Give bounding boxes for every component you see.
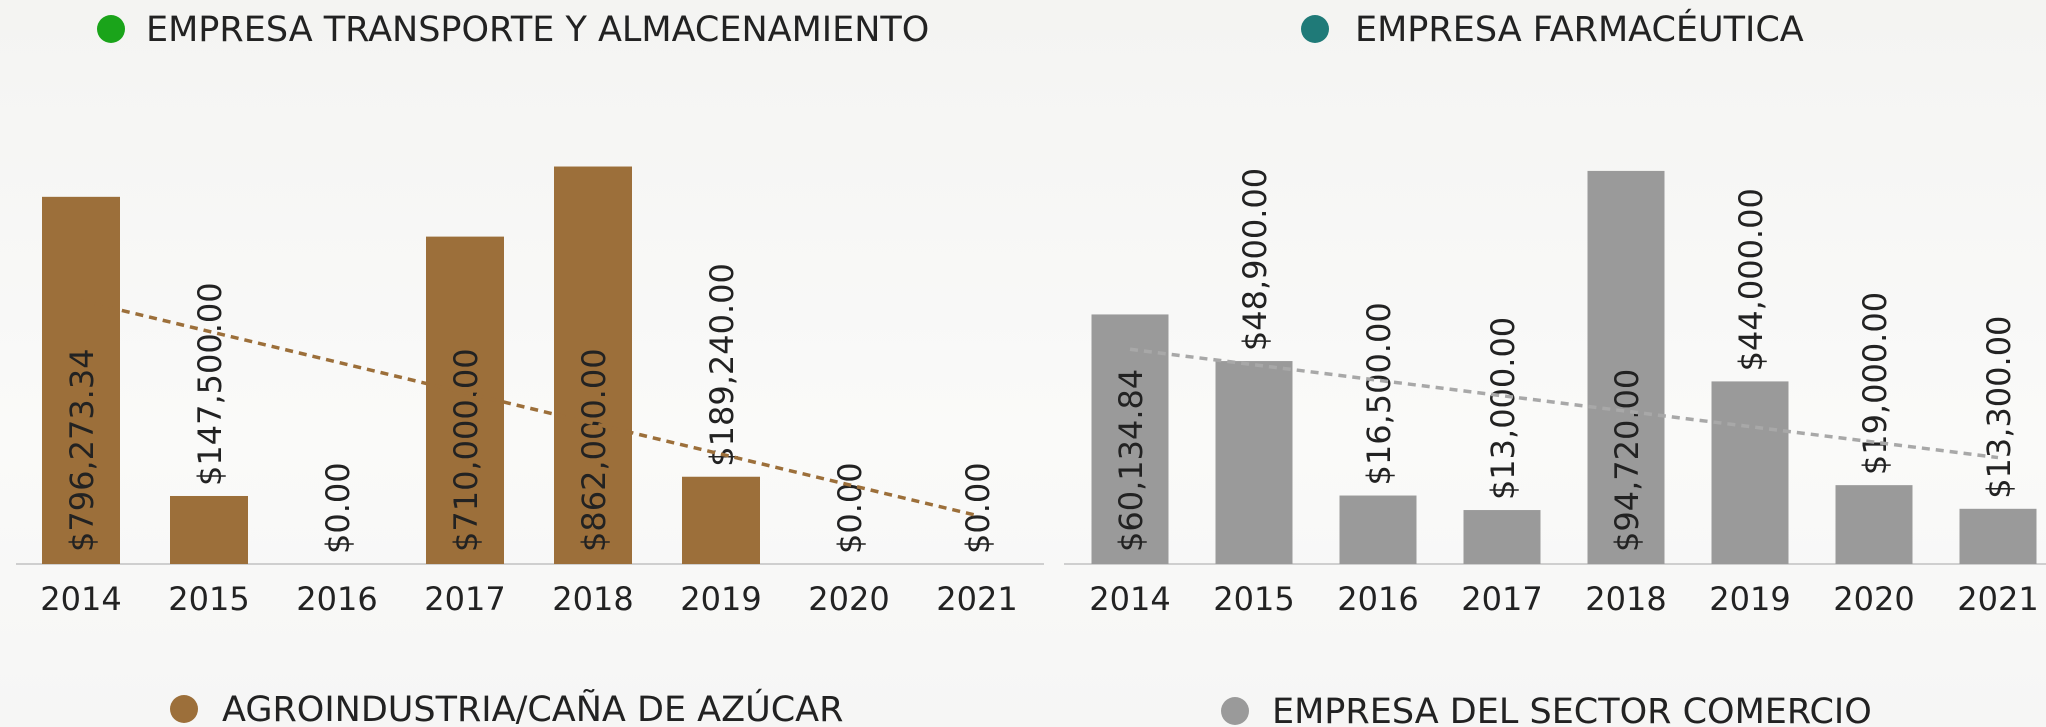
- x-tick-label: 2016: [296, 580, 377, 618]
- data-label: $44,000.00: [1732, 188, 1770, 371]
- data-label: $0.00: [831, 462, 869, 554]
- x-tick-label: 2017: [424, 580, 505, 618]
- bar: [682, 476, 760, 564]
- data-label: $13,000.00: [1484, 317, 1522, 500]
- x-tick-label: 2014: [40, 580, 121, 618]
- data-label: $19,000.00: [1856, 292, 1894, 475]
- legend-marker: [1221, 697, 1249, 725]
- data-label: $710,000.00: [447, 348, 485, 552]
- title-marker: [1301, 15, 1329, 43]
- x-tick-label: 2019: [1709, 580, 1790, 618]
- bar: [1215, 361, 1293, 564]
- x-tick-label: 2020: [808, 580, 889, 618]
- x-tick-label: 2015: [168, 580, 249, 618]
- data-label: $16,500.00: [1360, 302, 1398, 485]
- data-label: $796,273.34: [63, 348, 101, 552]
- x-tick-label: 2016: [1337, 580, 1418, 618]
- data-label: $94,720.00: [1608, 369, 1646, 552]
- data-label: $48,900.00: [1236, 168, 1274, 351]
- legend-label: AGROINDUSTRIA/CAÑA DE AZÚCAR: [222, 688, 843, 727]
- data-label: $147,500.00: [191, 282, 229, 486]
- data-label: $189,240.00: [703, 263, 741, 467]
- chart-title: EMPRESA TRANSPORTE Y ALMACENAMIENTO: [146, 10, 929, 50]
- bar: [170, 495, 248, 564]
- bar: [1339, 495, 1417, 564]
- x-tick-label: 2014: [1089, 580, 1170, 618]
- bar: [42, 196, 120, 564]
- x-tick-label: 2018: [1585, 580, 1666, 618]
- title-marker: [97, 15, 125, 43]
- bar: [1091, 314, 1169, 564]
- legend-marker: [170, 695, 198, 723]
- chart-title: EMPRESA FARMACÉUTICA: [1355, 8, 1804, 50]
- x-tick-label: 2017: [1461, 580, 1542, 618]
- x-tick-label: 2021: [936, 580, 1017, 618]
- data-label: $0.00: [319, 462, 357, 554]
- bar: [554, 166, 632, 564]
- x-tick-label: 2021: [1957, 580, 2038, 618]
- x-tick-label: 2019: [680, 580, 761, 618]
- data-label: $862,000.00: [575, 348, 613, 552]
- data-label: $60,134.84: [1112, 369, 1150, 552]
- data-label: $0.00: [959, 462, 997, 554]
- bar: [1587, 170, 1665, 565]
- bar: [1835, 485, 1913, 564]
- bar: [1959, 508, 2037, 564]
- data-label: $13,300.00: [1980, 316, 2018, 499]
- trendline: [1129, 347, 1999, 460]
- x-tick-label: 2015: [1213, 580, 1294, 618]
- bar: [1463, 510, 1541, 564]
- x-tick-label: 2020: [1833, 580, 1914, 618]
- x-tick-label: 2018: [552, 580, 633, 618]
- bar: [1711, 381, 1789, 564]
- legend-label: EMPRESA DEL SECTOR COMERCIO: [1272, 692, 1872, 727]
